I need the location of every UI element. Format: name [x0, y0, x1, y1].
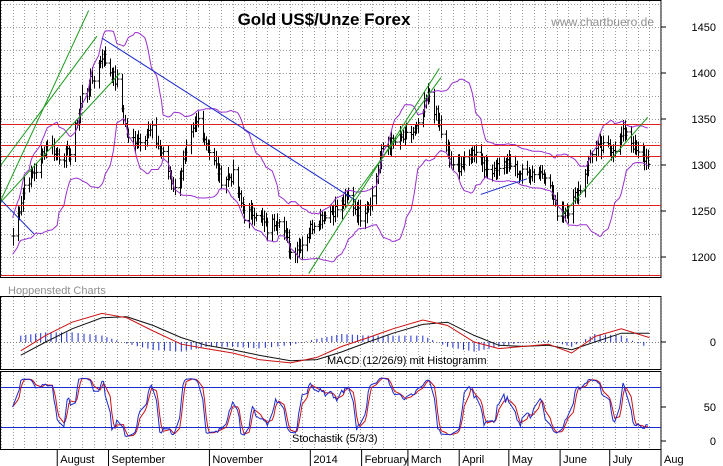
source-label: Hoppenstedt Charts — [8, 285, 106, 297]
trendline — [0, 10, 90, 201]
x-axis-label: March — [411, 454, 442, 466]
stochastic-axis-label: 0 — [710, 436, 716, 448]
x-axis-label: June — [563, 454, 587, 466]
price-axis-label: 1400 — [692, 68, 716, 80]
macd-label: MACD (12/26/9) mit Histogramm — [327, 355, 487, 367]
price-bars — [11, 46, 651, 264]
x-axis-label: 2014 — [313, 454, 337, 466]
x-axis-label: February — [365, 454, 410, 466]
x-axis-label: August — [60, 454, 94, 466]
x-axis-label: Aug — [664, 454, 684, 466]
trendline — [561, 116, 649, 216]
macd-signal-line — [20, 316, 650, 362]
stochastic-axis-label: 50 — [704, 402, 716, 414]
stochastic-label: Stochastik (5/3/3) — [292, 433, 378, 445]
price-axis-label: 1250 — [692, 206, 716, 218]
price-axis-label: 1200 — [692, 252, 716, 264]
macd-axis-label: 0 — [710, 337, 716, 349]
trendline — [0, 199, 35, 235]
bollinger-lower-band — [12, 117, 649, 263]
x-axis-label: November — [212, 454, 263, 466]
trendline — [308, 68, 440, 274]
x-axis-label: July — [613, 454, 633, 466]
watermark: www.chartbuero.de — [550, 15, 654, 29]
chart-title: Gold US$/Unze Forex — [238, 10, 411, 29]
price-axis-label: 1300 — [692, 160, 716, 172]
stochastic-k-line — [12, 377, 648, 438]
trendline — [0, 72, 121, 203]
x-axis-label: April — [462, 454, 484, 466]
price-axis-label: 1350 — [692, 114, 716, 126]
trendline — [343, 77, 442, 212]
x-axis-label: May — [512, 454, 533, 466]
x-axis-label: September — [112, 454, 166, 466]
trendline — [0, 35, 98, 166]
trendline — [101, 37, 356, 201]
bollinger-upper-band — [12, 30, 648, 218]
price-axis-label: 1450 — [692, 22, 716, 34]
trendline — [480, 178, 528, 195]
macd-line — [20, 312, 650, 364]
